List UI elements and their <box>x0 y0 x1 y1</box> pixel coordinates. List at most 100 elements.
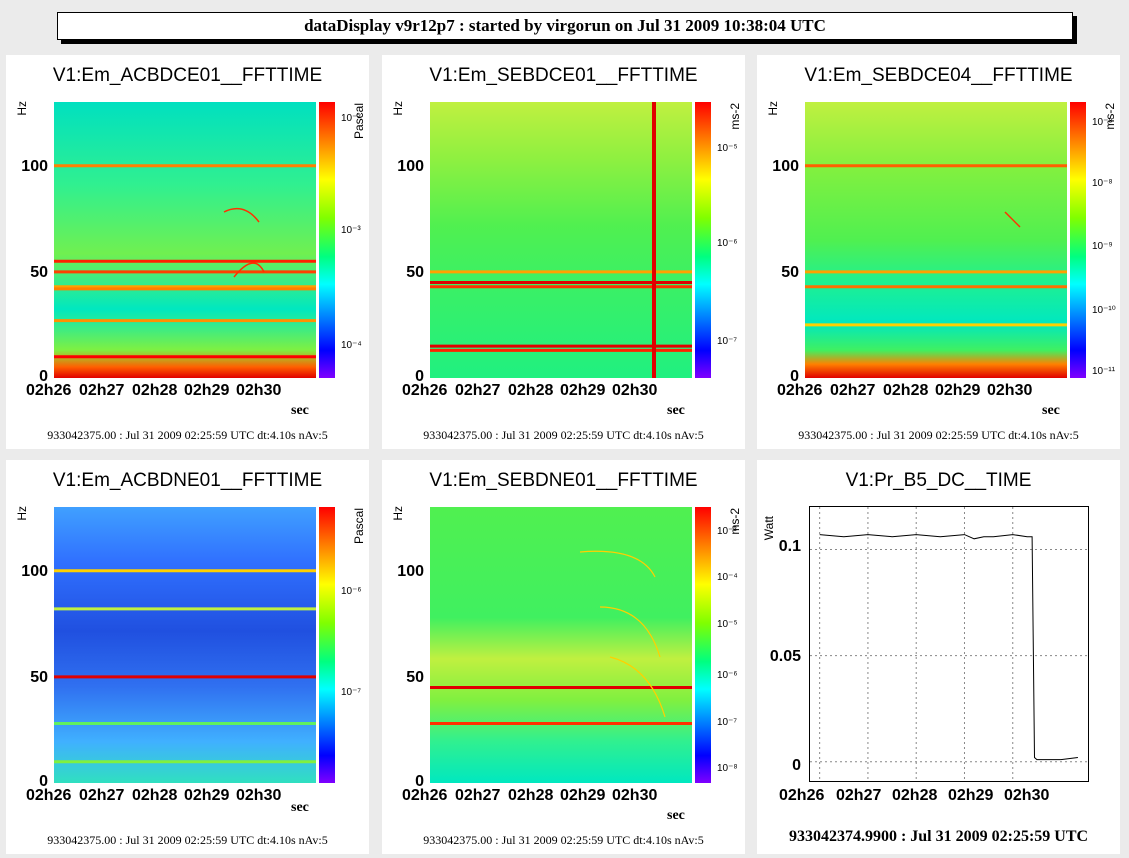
colorbar-tick: 10⁻⁴ <box>341 340 362 351</box>
y-tick: 50 <box>406 264 424 281</box>
panel-title: V1:Em_SEBDCE04__FFTTIME <box>804 65 1073 86</box>
x-tick: 02h29 <box>184 382 230 399</box>
colorbar <box>319 507 335 783</box>
colorbar-tick: 10⁻⁸ <box>1092 117 1113 128</box>
units-label: ms-2 <box>728 103 742 130</box>
x-tick: 02h27 <box>830 382 876 399</box>
y-axis-label: Hz <box>766 101 780 116</box>
colorbar-tick: 10⁻³ <box>341 225 361 236</box>
spectrogram-plot <box>54 102 316 378</box>
panel-title: V1:Em_ACBDNE01__FFTTIME <box>52 470 323 491</box>
spectrogram-panel-1: V1:Em_ACBDCE01__FFTTIME Hz Pascal 10⁻² 1… <box>6 55 369 449</box>
x-ticks: 02h26 02h27 02h28 02h29 02h30 <box>26 382 326 402</box>
grid-lines <box>810 507 1088 781</box>
colorbar-tick: 10⁻³ <box>717 526 737 537</box>
x-ticks: 02h26 02h27 02h28 02h29 02h30 <box>402 382 702 402</box>
x-tick: 02h30 <box>612 382 658 399</box>
x-tick: 02h29 <box>935 382 981 399</box>
y-tick: 0.1 <box>778 538 801 555</box>
x-tick: 02h26 <box>402 787 448 804</box>
freq-lines-1 <box>54 164 316 359</box>
y-axis-label: Hz <box>391 506 405 521</box>
colorbar-tick: 10⁻⁸ <box>1092 178 1113 189</box>
x-tick: 02h28 <box>132 382 178 399</box>
spectrogram-plot <box>805 102 1067 378</box>
y-tick: 100 <box>397 563 424 580</box>
x-ticks: 02h26 02h27 02h28 02h29 02h30 <box>779 787 1079 807</box>
y-tick: 50 <box>30 264 48 281</box>
colorbar-tick: 10⁻⁵ <box>717 143 738 154</box>
y-tick: 0 <box>39 773 48 790</box>
colorbar <box>695 102 711 378</box>
y-axis-label: Watt <box>762 516 776 541</box>
x-tick: 02h29 <box>184 787 230 804</box>
x-tick: 02h30 <box>1004 787 1050 804</box>
x-axis-label: sec <box>291 403 309 418</box>
x-tick: 02h30 <box>236 382 282 399</box>
x-tick: 02h26 <box>777 382 823 399</box>
x-tick: 02h26 <box>26 382 72 399</box>
panel-footer: 933042375.00 : Jul 31 2009 02:25:59 UTC … <box>423 428 704 442</box>
panel-title: V1:Em_SEBDNE01__FFTTIME <box>429 470 698 491</box>
x-tick: 02h26 <box>26 787 72 804</box>
panel-title: V1:Em_ACBDCE01__FFTTIME <box>52 65 323 86</box>
panel-footer: 933042375.00 : Jul 31 2009 02:25:59 UTC … <box>47 833 328 847</box>
panel-title: V1:Pr_B5_DC__TIME <box>845 470 1032 491</box>
x-tick: 02h29 <box>560 382 606 399</box>
whistle-trace <box>223 207 265 278</box>
colorbar-tick: 10⁻¹¹ <box>1092 366 1116 377</box>
y-tick: 0 <box>415 773 424 790</box>
colorbar-tick: 10⁻⁶ <box>341 586 362 597</box>
y-axis-label: Hz <box>15 101 29 116</box>
colorbar-tick: 10⁻⁶ <box>717 238 738 249</box>
y-axis-label: Hz <box>15 506 29 521</box>
colorbar <box>1070 102 1086 378</box>
y-tick: 50 <box>30 669 48 686</box>
colorbar-tick: 10⁻⁷ <box>717 717 738 728</box>
spectrogram-panel-2: V1:Em_SEBDCE01__FFTTIME Hz ms-2 10⁻⁵ 10⁻… <box>382 55 745 449</box>
x-tick: 02h28 <box>508 787 554 804</box>
colorbar-tick: 10⁻⁸ <box>717 763 738 774</box>
page-header: dataDisplay v9r12p7 : started by virgoru… <box>57 12 1073 40</box>
x-axis-label: sec <box>667 808 685 823</box>
y-tick: 100 <box>21 563 48 580</box>
panel-title: V1:Em_SEBDCE01__FFTTIME <box>429 65 698 86</box>
x-tick: 02h27 <box>455 382 501 399</box>
x-tick: 02h27 <box>455 787 501 804</box>
spectrogram-lines-svg <box>430 550 692 726</box>
x-tick: 02h27 <box>836 787 882 804</box>
line-plot-panel: V1:Pr_B5_DC__TIME Watt 0.1 0.05 0 02h26 … <box>757 460 1120 854</box>
y-tick: 0 <box>792 757 801 774</box>
panel-footer: 933042375.00 : Jul 31 2009 02:25:59 UTC … <box>423 833 704 847</box>
colorbar-tick: 10⁻⁵ <box>717 619 738 630</box>
freq-lines-4 <box>54 569 316 764</box>
spectrogram-panel-4: V1:Em_ACBDNE01__FFTTIME Hz Pascal 10⁻⁶ 1… <box>6 460 369 854</box>
x-tick: 02h28 <box>883 382 929 399</box>
y-tick: 50 <box>406 669 424 686</box>
x-ticks: 02h26 02h27 02h28 02h29 02h30 <box>26 787 326 807</box>
colorbar-tick: 10⁻⁷ <box>341 687 362 698</box>
spectrogram-lines-svg <box>54 164 316 359</box>
series-line <box>819 534 1078 761</box>
y-tick: 100 <box>397 158 424 175</box>
panel-footer: 933042375.00 : Jul 31 2009 02:25:59 UTC … <box>47 428 328 442</box>
x-tick: 02h28 <box>508 382 554 399</box>
whistle-trace <box>579 550 666 718</box>
spectrogram-plot <box>430 507 692 783</box>
colorbar <box>695 507 711 783</box>
spectrogram-panel-5: V1:Em_SEBDNE01__FFTTIME Hz ms-2 10⁻³ 10⁻… <box>382 460 745 854</box>
y-tick: 0 <box>790 368 799 385</box>
x-tick: 02h27 <box>79 382 125 399</box>
units-label: Pascal <box>352 508 366 545</box>
freq-lines-2 <box>430 270 692 352</box>
colorbar-tick: 10⁻¹⁰ <box>1092 305 1116 316</box>
spectrogram-lines-svg <box>430 102 692 378</box>
spectrogram-plot <box>54 507 316 783</box>
y-tick: 0.05 <box>769 648 801 665</box>
y-tick: 0 <box>415 368 424 385</box>
y-tick: 50 <box>781 264 799 281</box>
colorbar-tick: 10⁻² <box>341 113 361 124</box>
spectrogram-panel-3: V1:Em_SEBDCE04__FFTTIME Hz ms-2 10⁻⁸ 10⁻… <box>757 55 1120 449</box>
whistle-trace <box>1004 211 1021 228</box>
colorbar <box>319 102 335 378</box>
